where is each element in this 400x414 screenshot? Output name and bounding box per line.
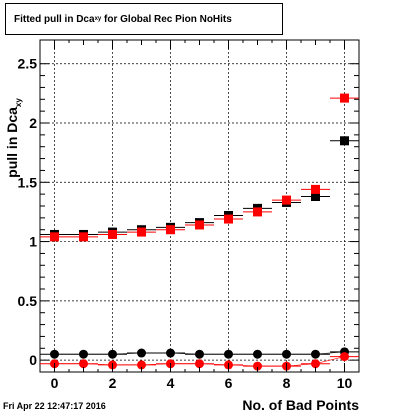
data-point-square [166, 225, 175, 235]
data-point-square [108, 229, 117, 239]
data-series-2 [40, 93, 359, 242]
y-tick-label: 1 [29, 234, 37, 250]
plot-frame [39, 39, 360, 373]
data-series-3 [40, 347, 359, 359]
x-tick-label: 8 [283, 375, 291, 391]
y-tick-label: 0 [29, 352, 37, 368]
y-axis-title-subscript: xy [14, 98, 23, 107]
data-point-square [50, 232, 59, 242]
data-point-square [79, 232, 88, 242]
chart-title: Fitted pull in Dca xy for Global Rec Pion… [5, 3, 283, 35]
series-line [54, 351, 345, 355]
x-tick-label: 0 [51, 375, 59, 391]
y-axis-title-main: pull in Dca [4, 107, 20, 178]
series-line [54, 356, 345, 367]
timestamp: Fri Apr 22 12:47:17 2016 [3, 401, 106, 411]
data-point-square [224, 214, 233, 224]
chart-title-rest: for Global Rec Pion NoHits [101, 13, 232, 25]
data-point-square [311, 192, 320, 202]
data-point-square [195, 220, 204, 230]
data-point-square [282, 195, 291, 205]
data-point-square [253, 207, 262, 217]
data-point-square [340, 93, 349, 103]
y-tick-label: 2.5 [18, 56, 38, 72]
x-tick-label: 10 [337, 375, 353, 391]
chart-title-subscript: xy [94, 16, 102, 22]
x-tick-label: 2 [109, 375, 117, 391]
x-tick-label: 4 [167, 375, 175, 391]
y-axis-title: pull in Dcaxy [4, 98, 23, 178]
x-axis-title: No. of Bad Points [242, 397, 359, 413]
data-layer [40, 93, 359, 371]
plot-frame-border [39, 39, 360, 373]
grid-layer [40, 40, 359, 372]
axis-layer: 0 2 4 6 8 10 0 0.5 1 1.5 2 2.5 [18, 40, 359, 391]
y-tick-label: 1.5 [18, 174, 38, 190]
data-point-square [137, 227, 146, 237]
chart-title-main: Fitted pull in Dca [14, 13, 95, 25]
data-point-square [311, 184, 320, 194]
y-tick-label: 0.5 [18, 293, 38, 309]
x-tick-label: 6 [225, 375, 233, 391]
data-point-square [340, 136, 349, 146]
y-tick-label: 2 [29, 115, 37, 131]
